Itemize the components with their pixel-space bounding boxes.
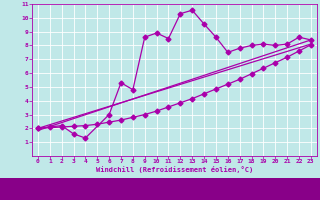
X-axis label: Windchill (Refroidissement éolien,°C): Windchill (Refroidissement éolien,°C)	[96, 166, 253, 173]
